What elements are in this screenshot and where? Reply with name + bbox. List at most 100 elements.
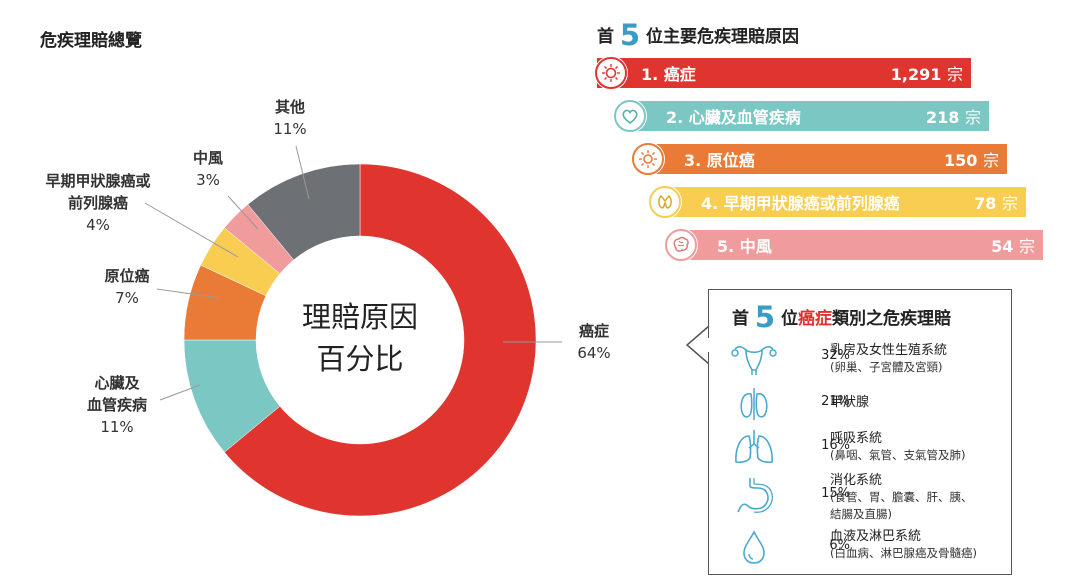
top5-title: 首 5 位主要危疾理賠原因 [597,18,799,52]
slice-label-thyroid-name1: 早期甲狀腺癌或 [45,172,151,190]
center-label-line2: 百分比 [316,342,404,376]
cancer-type-4-sub2: 結腸及直腸) [830,507,892,521]
leader-line-thyroid [144,202,239,258]
donut-chart [144,145,562,517]
leader-line-stroke [227,195,259,230]
cell-burst-icon [631,142,665,176]
slice-label-stroke: 中風 3% [184,147,232,191]
slice-label-other-pct: 11% [273,120,307,138]
top5-bar-5-value: 54 宗 [991,233,1043,257]
slice-label-thyroid-pct: 4% [86,216,110,234]
heart-icon [613,99,647,133]
cancer-type-4-name: 消化系統 [830,473,883,488]
cancer-type-3-text: 呼吸系統 (鼻咽、氣管、支氣管及肺) [830,430,965,464]
top5-bar-1: 1. 癌症 1,291 宗 [597,58,971,88]
cancer-type-1-sub: (卵巢、子宮體及宮頸) [830,360,943,374]
slice-label-stroke-pct: 3% [196,171,220,189]
top5-bar-4-unit: 宗 [1001,194,1018,213]
slice-label-other: 其他 11% [266,96,314,140]
uterus-icon [731,346,777,375]
cancer-type-2-text: 甲狀腺 [830,394,869,411]
top5-bar-5-name: 5. 中風 [717,237,772,256]
thyroid-icon [648,185,682,219]
top5-bar-4: 4. 早期甲狀腺癌或前列腺癌 78 宗 [657,187,1026,217]
cancer-type-1-pct: 32% [821,348,850,363]
slice-label-heart-pct: 11% [100,418,134,436]
top5-title-pre: 首 [597,27,614,47]
types-title-num: 5 [754,300,776,334]
slice-label-thyroid-name2: 前列腺癌 [67,194,128,212]
top5-bar-5-count: 54 [991,237,1014,256]
top5-bar-3-value: 150 宗 [944,147,1007,171]
slice-label-heart-name2: 血管疾病 [86,396,147,414]
types-title-highlight: 癌症 [798,309,833,329]
cancer-type-1-text: 乳房及女性生殖系統 (卵巢、子宮體及宮頸) [830,342,947,376]
slice-label-heart-name1: 心臟及 [94,374,140,392]
donut-slice-cancer [224,163,537,517]
brain-icon [664,228,698,262]
stomach-icon [737,478,773,513]
cancer-type-3-sub: (鼻咽、氣管、支氣管及肺) [830,448,966,462]
cancer-type-3-name: 呼吸系統 [830,431,883,446]
center-label-line1: 理賠原因 [301,300,418,334]
cancer-type-row-4: 15% 消化系統 (食管、胃、膽囊、肝、胰、 結腸及直腸) [730,472,1010,522]
top5-bar-3-unit: 宗 [982,151,999,170]
cancer-type-4-text: 消化系統 (食管、胃、膽囊、肝、胰、 結腸及直腸) [830,472,973,523]
top5-bar-2-name: 2. 心臟及血管疾病 [666,108,801,127]
cancer-type-row-2: 21% 甲狀腺 [730,384,1010,424]
pointer-joint [707,338,711,352]
cancer-types-panel [708,289,1012,575]
slice-label-other-name: 其他 [274,98,305,116]
thyroid-gland-icon [740,388,768,420]
cancer-type-4-pct: 15% [821,486,850,501]
top5-title-post: 位主要危疾理賠原因 [646,27,800,47]
top5-bar-3-count: 150 [944,151,978,170]
slice-label-heart: 心臟及 血管疾病 11% [72,372,162,438]
top5-bar-4-name: 4. 早期甲狀腺癌或前列腺癌 [701,194,900,213]
cancer-type-1-name: 乳房及女性生殖系統 [830,343,948,358]
top5-bar-3: 3. 原位癌 150 宗 [640,144,1007,174]
types-title-pre: 首 [732,309,749,329]
cancer-types-title: 首 5 位癌症類別之危疾理賠 [732,300,951,334]
leader-line-heart [159,384,201,401]
slice-label-insitu: 原位癌 7% [94,265,160,309]
cancer-type-2-pct: 21% [821,394,850,409]
top5-bar-4-count: 78 [974,194,997,213]
top5-bar-1-unit: 宗 [946,65,963,84]
cancer-type-5-name: 血液及淋巴系統 [830,529,922,544]
cancer-type-row-3: 16% 呼吸系統 (鼻咽、氣管、支氣管及肺) [730,428,1010,468]
slice-label-cancer-name: 癌症 [578,322,609,340]
slice-label-cancer-pct: 64% [577,344,611,362]
types-title-post: 類別之危疾理賠 [832,309,952,329]
top5-bar-2-value: 218 宗 [926,104,989,128]
top5-bar-2: 2. 心臟及血管疾病 218 宗 [622,101,989,131]
page-title: 危疾理賠總覽 [40,31,142,51]
donut-center-label: 理賠原因 百分比 [280,296,440,380]
top5-bar-2-count: 218 [926,108,960,127]
cancer-type-2-name: 甲狀腺 [830,395,870,410]
leader-line-insitu [156,288,221,299]
cancer-type-5-text: 血液及淋巴系統 (白血病、淋巴腺癌及骨髓癌) [830,528,977,562]
cancer-type-4-sub: (食管、胃、膽囊、肝、胰、 [830,490,973,504]
lungs-icon [735,430,773,464]
top5-bar-1-value: 1,291 宗 [891,61,971,85]
slice-label-insitu-pct: 7% [115,289,139,307]
slice-label-stroke-name: 中風 [192,149,223,167]
top5-title-num: 5 [619,18,641,52]
slice-label-insitu-name: 原位癌 [104,267,150,285]
donut-slice-other [247,163,361,261]
slice-label-thyroid: 早期甲狀腺癌或 前列腺癌 4% [30,170,166,236]
cancer-cell-icon [594,56,628,90]
top5-bar-3-name: 3. 原位癌 [684,151,755,170]
types-title-mid: 位 [781,309,799,329]
cancer-type-row-1: 32% 乳房及女性生殖系統 (卵巢、子宮體及宮頸) [730,338,1010,378]
top5-bar-1-count: 1,291 [890,65,942,84]
callout-pointer [685,325,710,365]
cancer-type-row-5: 6% 血液及淋巴系統 (白血病、淋巴腺癌及骨髓癌) [730,526,1010,568]
top5-bar-1-name: 1. 癌症 [641,65,696,84]
leader-line-other [295,145,310,200]
top5-bar-5-unit: 宗 [1018,237,1035,256]
cancer-type-3-pct: 16% [821,438,850,453]
cancer-type-5-pct: 6% [829,538,850,553]
top5-bar-5: 5. 中風 54 宗 [673,230,1043,260]
